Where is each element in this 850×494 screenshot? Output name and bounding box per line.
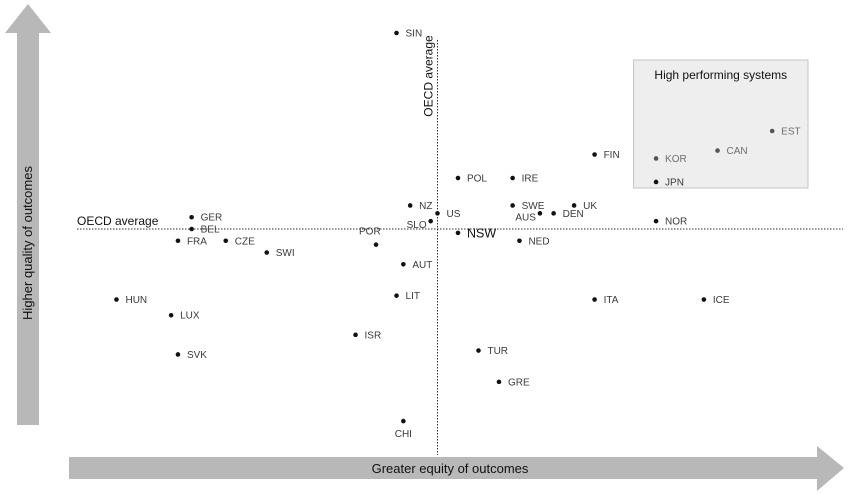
point-label-cze: CZE xyxy=(235,236,255,247)
point-label-den: DEN xyxy=(563,209,584,220)
point-lux xyxy=(168,312,174,318)
x-axis-title: Greater equity of outcomes xyxy=(372,461,529,476)
point-can xyxy=(715,148,720,153)
point-nz xyxy=(407,203,413,208)
point-label-ire: IRE xyxy=(522,174,539,185)
point-sin xyxy=(394,30,399,36)
point-ice xyxy=(701,297,707,302)
point-aut xyxy=(401,261,406,267)
point-label-swi: SWI xyxy=(276,248,295,259)
point-uk xyxy=(571,203,577,208)
point-nsw xyxy=(455,230,461,236)
point-label-lit: LIT xyxy=(406,291,420,302)
point-label-swe: SWE xyxy=(522,201,545,212)
point-label-ice: ICE xyxy=(713,295,730,306)
point-bel xyxy=(189,226,194,232)
point-label-can: CAN xyxy=(727,146,748,157)
point-slo xyxy=(428,218,433,224)
point-label-ita: ITA xyxy=(604,295,619,306)
point-pol xyxy=(455,175,461,181)
point-ger xyxy=(189,214,194,220)
point-por xyxy=(373,242,379,247)
point-fra xyxy=(175,238,181,244)
high-performing-region-label: High performing systems xyxy=(654,68,787,82)
point-label-uk: UK xyxy=(583,201,597,212)
high-performing-region xyxy=(633,59,809,189)
oecd-average-vertical-label: OECD average xyxy=(422,35,436,117)
point-label-fin: FIN xyxy=(604,150,620,161)
point-us xyxy=(435,211,440,216)
point-label-bel: BEL xyxy=(201,225,220,236)
point-svk xyxy=(175,352,181,357)
point-nor xyxy=(653,218,659,224)
point-label-kor: KOR xyxy=(665,154,687,165)
point-label-aus: AUS xyxy=(515,212,536,223)
point-fin xyxy=(592,152,597,157)
point-swe xyxy=(510,203,515,208)
point-label-isr: ISR xyxy=(365,330,382,341)
y-axis-title: Higher quality of outcomes xyxy=(20,166,35,320)
point-label-chi: CHI xyxy=(395,429,412,440)
point-label-aut: AUT xyxy=(412,260,432,271)
point-label-nz: NZ xyxy=(419,201,432,212)
point-label-nsw: NSW xyxy=(467,226,496,240)
point-label-est: EST xyxy=(781,127,800,138)
point-ita xyxy=(592,297,597,302)
point-label-sin: SIN xyxy=(406,29,423,40)
point-label-hun: HUN xyxy=(125,295,147,306)
point-label-jpn: JPN xyxy=(665,177,684,188)
point-aus xyxy=(537,211,543,216)
point-jpn xyxy=(653,179,659,185)
y-axis-arrow xyxy=(5,4,51,425)
point-swi xyxy=(264,250,270,255)
point-label-slo: SLO xyxy=(407,220,427,231)
point-label-svk: SVK xyxy=(187,350,207,361)
point-label-us: US xyxy=(447,209,461,220)
x-axis-arrow xyxy=(69,446,844,491)
point-label-tur: TUR xyxy=(487,346,508,357)
point-ned xyxy=(517,238,522,244)
point-label-gre: GRE xyxy=(508,377,530,388)
point-lit xyxy=(394,293,399,298)
point-tur xyxy=(476,348,481,353)
point-gre xyxy=(496,379,502,385)
point-chi xyxy=(401,418,406,424)
point-den xyxy=(551,211,556,216)
point-label-nor: NOR xyxy=(665,217,687,228)
point-label-ger: GER xyxy=(201,213,223,224)
point-label-ned: NED xyxy=(528,236,549,247)
point-isr xyxy=(353,332,358,338)
point-label-pol: POL xyxy=(467,174,487,185)
point-hun xyxy=(114,297,119,302)
point-kor xyxy=(653,156,659,161)
point-label-fra: FRA xyxy=(187,236,207,247)
point-est xyxy=(769,128,775,134)
point-label-lux: LUX xyxy=(180,311,200,322)
point-cze xyxy=(223,238,229,244)
oecd-average-horizontal-label: OECD average xyxy=(77,214,159,228)
point-ire xyxy=(510,175,515,181)
point-label-por: POR xyxy=(359,227,381,238)
